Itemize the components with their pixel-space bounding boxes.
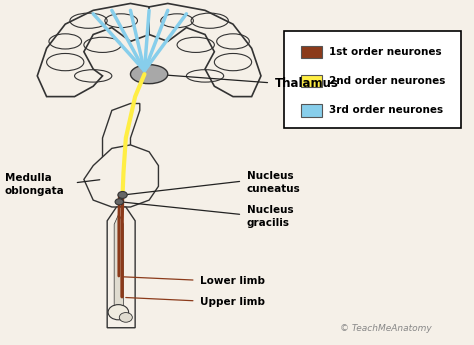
Polygon shape: [107, 207, 135, 328]
Text: Upper limb: Upper limb: [201, 297, 265, 306]
Ellipse shape: [130, 65, 168, 84]
Text: 3rd order neurones: 3rd order neurones: [328, 106, 443, 115]
Text: Medulla
oblongata: Medulla oblongata: [5, 173, 64, 196]
Text: 2nd order neurones: 2nd order neurones: [328, 76, 445, 86]
Polygon shape: [37, 3, 149, 97]
Text: Nucleus
cuneatus: Nucleus cuneatus: [247, 170, 301, 194]
Polygon shape: [149, 3, 261, 97]
Polygon shape: [114, 214, 124, 317]
FancyBboxPatch shape: [301, 46, 321, 58]
Circle shape: [108, 305, 128, 320]
Circle shape: [119, 313, 132, 322]
Circle shape: [115, 199, 124, 205]
Circle shape: [118, 191, 127, 198]
Polygon shape: [102, 104, 140, 193]
Text: 1st order neurones: 1st order neurones: [328, 47, 441, 57]
FancyBboxPatch shape: [301, 75, 321, 87]
FancyBboxPatch shape: [301, 104, 321, 117]
Text: Nucleus
gracilis: Nucleus gracilis: [247, 205, 293, 228]
Text: Lower limb: Lower limb: [201, 276, 265, 286]
Text: Thalamus: Thalamus: [275, 77, 339, 90]
Text: © TeachMeAnatomy: © TeachMeAnatomy: [340, 324, 432, 333]
FancyBboxPatch shape: [284, 31, 461, 128]
Polygon shape: [84, 145, 158, 207]
